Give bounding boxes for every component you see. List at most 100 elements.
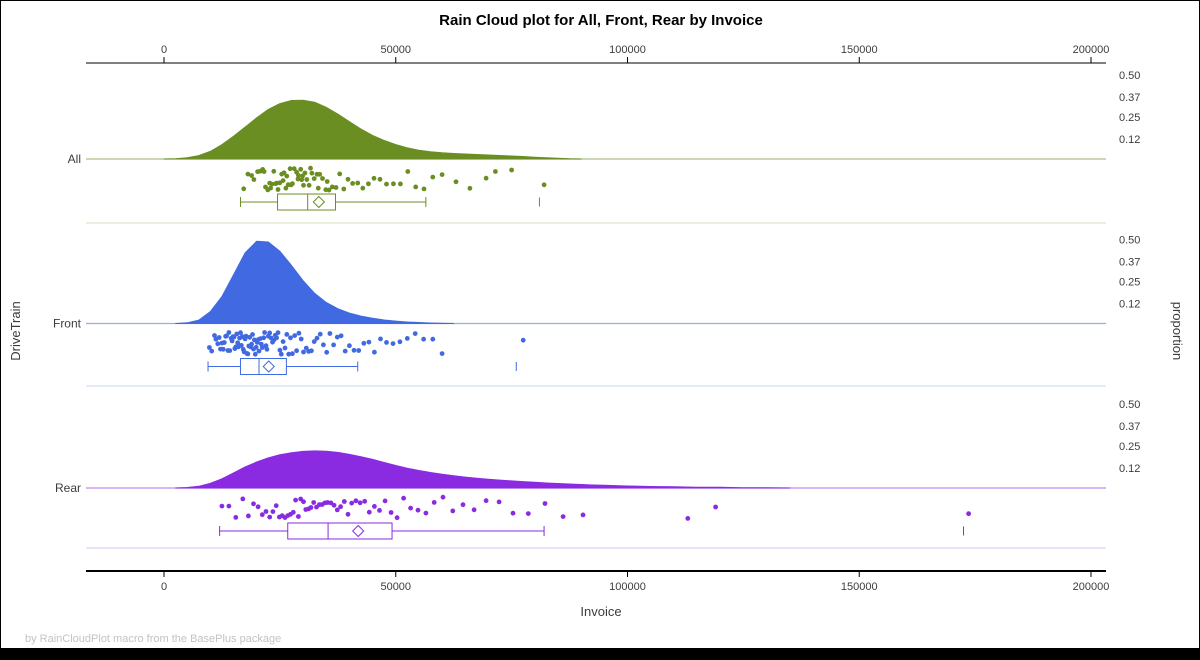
rain-point-rear [580, 512, 586, 518]
rain-point-front [288, 335, 293, 341]
rain-point-rear [296, 514, 301, 519]
rain-point-all [405, 169, 411, 174]
rain-point-front [301, 349, 306, 355]
top-axis-tick-label: 200000 [1073, 44, 1110, 56]
rain-point-rear [353, 498, 359, 504]
rain-point-all [350, 181, 355, 186]
rain-point-front [252, 351, 258, 357]
proportion-tick-label: 0.25 [1119, 112, 1140, 124]
rain-point-front [229, 338, 235, 344]
rain-point-front [378, 336, 383, 342]
rain-point-front [351, 347, 357, 353]
rain-point-all [302, 170, 308, 176]
rain-point-rear [525, 511, 531, 516]
rain-point-front [235, 340, 241, 346]
rain-point-rear [388, 510, 394, 515]
rain-point-front [412, 331, 418, 336]
rain-point-front [356, 348, 362, 353]
mean-diamond-all [312, 195, 326, 209]
chart-footnote: by RainCloudPlot macro from the BasePlus… [25, 633, 281, 645]
category-label-all: All [68, 152, 81, 166]
proportion-tick-label: 0.25 [1119, 277, 1140, 289]
rain-point-front [421, 336, 426, 342]
rain-point-all [249, 173, 255, 178]
rain-point-all [284, 173, 290, 179]
proportion-tick-label: 0.50 [1119, 70, 1140, 82]
rain-point-rear [560, 514, 566, 519]
rain-point-front [309, 348, 314, 354]
rain-point-front [361, 340, 367, 346]
top-axis-tick-label: 150000 [841, 44, 878, 56]
rain-point-rear [263, 509, 269, 514]
rain-point-rear [471, 507, 477, 513]
rain-point-front [520, 337, 526, 343]
rain-point-front [292, 333, 298, 338]
rain-point-front [216, 335, 222, 340]
rain-point-front [282, 345, 288, 351]
rain-point-all [337, 171, 343, 177]
rain-point-all [241, 186, 247, 192]
rain-point-front [250, 332, 255, 337]
rain-point-all [283, 185, 289, 191]
rain-point-front [296, 330, 302, 336]
box-rear [287, 522, 393, 540]
rain-point-all [384, 181, 389, 187]
rain-point-all [541, 182, 547, 188]
rain-point-front [231, 334, 237, 340]
rain-point-all [377, 176, 383, 182]
rain-point-all [355, 180, 361, 186]
proportion-tick-label: 0.12 [1119, 134, 1140, 146]
category-label-front: Front [53, 317, 82, 331]
rain-point-all [326, 187, 332, 193]
rain-point-front [243, 333, 249, 339]
rain-point-front [263, 343, 269, 349]
proportion-tick-label: 0.37 [1119, 421, 1140, 433]
rain-point-all [421, 186, 427, 192]
rain-point-front [259, 345, 265, 350]
rain-point-front [215, 341, 221, 347]
rain-point-rear [246, 513, 251, 519]
rain-point-rear [308, 505, 314, 510]
density-cloud-front [175, 240, 455, 324]
rain-point-rear [483, 498, 489, 504]
rain-point-rear [331, 502, 337, 508]
rain-point-all [311, 176, 317, 182]
rain-point-rear [338, 504, 343, 510]
y-axis-label-right: proportion [1170, 302, 1185, 361]
proportion-tick-label: 0.12 [1119, 463, 1140, 475]
rain-point-front [239, 343, 244, 348]
rain-point-front [278, 351, 284, 357]
rain-point-rear [311, 500, 317, 505]
rain-point-rear [382, 498, 388, 504]
rain-point-rear [966, 511, 971, 517]
rain-point-all [296, 173, 301, 178]
rain-point-all [245, 171, 251, 177]
bottom-axis-tick-label: 50000 [380, 581, 411, 593]
rain-point-front [321, 342, 326, 348]
rain-point-all [317, 171, 323, 177]
rain-point-rear [450, 508, 456, 514]
rain-point-front [280, 339, 286, 344]
rain-point-rear [366, 509, 372, 515]
proportion-tick-label: 0.37 [1119, 256, 1140, 268]
rain-point-all [439, 172, 445, 178]
rain-point-front [324, 349, 330, 355]
rain-point-all [453, 179, 459, 185]
bottom-axis-tick-label: 100000 [609, 581, 646, 593]
rain-point-rear [542, 501, 548, 506]
rain-point-all [298, 166, 304, 172]
rain-point-front [311, 339, 317, 344]
rain-point-rear [219, 503, 225, 509]
rain-point-all [324, 179, 330, 184]
rain-point-rear [357, 500, 363, 506]
rain-point-front [331, 342, 336, 348]
rain-point-all [320, 176, 325, 181]
rain-point-all [280, 178, 286, 184]
rain-point-front [384, 340, 389, 345]
rain-point-rear [401, 495, 406, 501]
top-axis-tick-label: 100000 [609, 44, 646, 56]
rain-point-rear [460, 502, 466, 508]
rain-point-all [261, 169, 267, 175]
rain-point-all [295, 176, 301, 182]
